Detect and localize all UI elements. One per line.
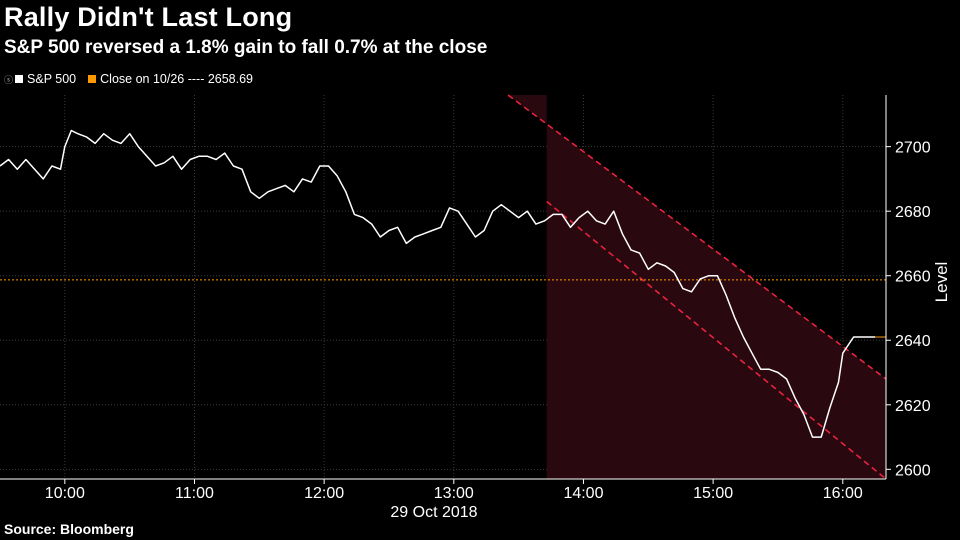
y-tick-label: 2680 [895,204,931,221]
x-tick-label: 14:00 [563,485,603,502]
legend-label-close: Close on 10/26 ---- 2658.69 [100,72,254,86]
series-glyph-icon: ⓢ [4,74,14,85]
legend: ⓢ S&P 500 Close on 10/26 ---- 2658.69 [4,72,265,86]
legend-swatch-close [88,75,97,83]
channel-fill [508,95,886,479]
channel-upper-edge [507,94,887,380]
x-tick-label: 10:00 [45,485,85,502]
x-axis-label: 29 Oct 2018 [390,504,477,521]
y-tick-label: 2700 [895,140,931,157]
legend-label-sp500: S&P 500 [27,72,77,86]
y-tick-label: 2640 [895,333,931,350]
y-tick-label: 2620 [895,398,931,415]
x-tick-label: 12:00 [304,485,344,502]
chart-subtitle: S&P 500 reversed a 1.8% gain to fall 0.7… [4,37,488,58]
series-line-sp500 [0,129,876,438]
axes: 2600 2620 2640 2660 2680 2700 10:00 11:00 12:00 1… [0,95,931,502]
series-layer [0,129,886,438]
y-axis-label: Level [932,262,951,303]
chart-title: Rally Didn't Last Long [4,2,293,32]
y-tick-label: 2600 [895,462,931,479]
legend-item-close: Close on 10/26 ---- 2658.69 [88,72,253,86]
trend-channel [507,94,887,480]
x-tick-label: 11:00 [175,485,214,502]
source-note: Source: Bloomberg [4,521,134,537]
x-tick-label: 16:00 [823,485,863,502]
x-tick-label: 15:00 [693,485,733,502]
x-tick-label: 13:00 [434,485,474,502]
y-tick-label: 2660 [895,269,931,286]
legend-item-sp500: ⓢ S&P 500 [4,72,76,86]
legend-swatch-sp500 [15,75,24,83]
channel-lower-edge [546,200,887,480]
